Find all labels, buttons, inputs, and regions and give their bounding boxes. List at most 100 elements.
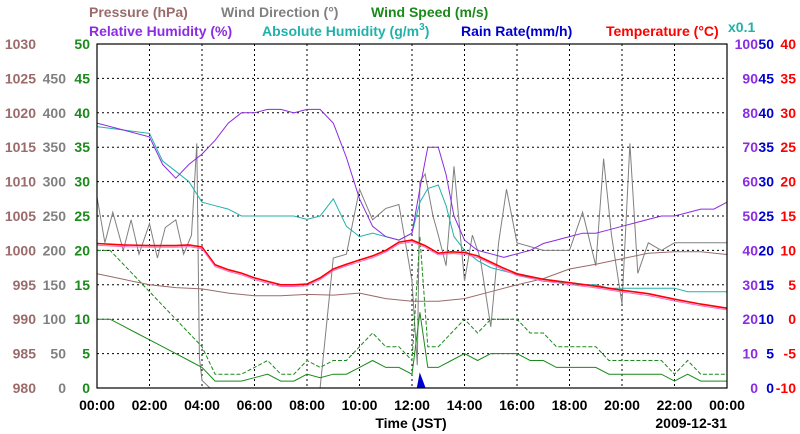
plot-frame (96, 43, 728, 389)
series-wind-speed (97, 312, 727, 382)
y-tick-pressure: 1010 (5, 174, 36, 190)
series-wind-dir (96, 143, 727, 389)
y-tick-wind-speed: 5 (82, 346, 90, 362)
plot-border (96, 43, 728, 389)
x-tick-label: 10:00 (342, 397, 378, 413)
y-tick-rain: 50 (758, 36, 774, 52)
date-label: 2009-12-31 (655, 415, 727, 431)
x-tick-label: 22:00 (657, 397, 693, 413)
y-tick-wind-speed: 0 (82, 380, 90, 396)
y-tick-pressure: 1015 (5, 139, 36, 155)
x-axis: 00:00 02:00 04:00 06:00 08:00 10:00 12:00 14:00… (79, 397, 745, 431)
y-tick-wind-dir: 350 (43, 139, 67, 155)
x-tick-label: 00:00 (79, 397, 115, 413)
y-tick-temp: 0 (788, 311, 796, 327)
y-tick-wind-dir: 250 (43, 208, 67, 224)
y-tick-temp: 40 (780, 36, 796, 52)
x-tick-label: 14:00 (447, 397, 483, 413)
y-tick-pressure: 1020 (5, 105, 36, 121)
y-tick-wind-dir: 300 (43, 174, 67, 190)
y-tick-pressure: 1025 (5, 70, 36, 86)
y-tick-rh: 0 (750, 380, 758, 396)
y-tick-pressure: 1005 (5, 208, 36, 224)
y-tick-rain: 35 (758, 139, 774, 155)
y-tick-temp: 30 (780, 105, 796, 121)
y-tick-wind-speed: 15 (74, 277, 90, 293)
legend-temp: Temperature (°C) (606, 23, 719, 39)
y-tick-temp: 5 (788, 277, 796, 293)
x-tick-label: 06:00 (237, 397, 273, 413)
y-tick-rain: 15 (758, 277, 774, 293)
y-tick-wind-dir: 400 (43, 105, 67, 121)
y-tick-rain: 5 (766, 346, 774, 362)
series-ah (96, 126, 727, 293)
x-tick-label: 00:00 (709, 397, 745, 413)
y-tick-pressure: 985 (13, 346, 37, 362)
y-tick-rh: 70 (742, 139, 758, 155)
y-tick-wind-speed: 35 (74, 139, 90, 155)
legend: Pressure (hPa) Wind Direction (°) Wind Spe… (89, 4, 755, 39)
legend-tail: ) (425, 23, 430, 39)
y-tick-pressure: 1030 (5, 36, 36, 52)
y-tick-temp: 25 (780, 139, 796, 155)
y-tick-pressure: 980 (13, 380, 37, 396)
y-tick-rain: 30 (758, 174, 774, 190)
legend-pressure: Pressure (hPa) (89, 4, 188, 20)
x-tick-label: 12:00 (394, 397, 430, 413)
y-tick-temp: -10 (776, 380, 796, 396)
x-axis-title: Time (JST) (375, 415, 446, 431)
legend-rh: Relative Humidity (%) (89, 23, 232, 39)
grid (97, 44, 727, 388)
legend-superscript: 3 (419, 22, 425, 33)
series-temp (96, 239, 728, 309)
legend-ah: Absolute Humidity (g/m3) (262, 22, 429, 39)
y-tick-wind-dir: 150 (43, 277, 67, 293)
y-tick-wind-dir: 450 (43, 70, 67, 86)
series-layer (96, 108, 728, 389)
y-tick-rh: 40 (742, 242, 758, 258)
x-tick-label: 16:00 (499, 397, 535, 413)
y-tick-wind-speed: 20 (74, 242, 90, 258)
y-tick-rain: 40 (758, 105, 774, 121)
y-tick-rh: 20 (742, 311, 758, 327)
y-tick-rain: 10 (758, 311, 774, 327)
y-tick-wind-dir: 50 (50, 346, 66, 362)
y-tick-temp: 20 (780, 174, 796, 190)
y-tick-rh: 90 (742, 70, 758, 86)
legend-rain: Rain Rate(mm/h) (461, 23, 572, 39)
y-tick-rh: 10 (742, 346, 758, 362)
y-tick-rain: 45 (758, 70, 774, 86)
y-tick-rain: 25 (758, 208, 774, 224)
series-pressure (96, 251, 728, 302)
y-tick-wind-dir: 100 (43, 311, 67, 327)
series-temp-alt (96, 241, 728, 311)
y-tick-rh: 30 (742, 277, 758, 293)
y-tick-wind-speed: 25 (74, 208, 90, 224)
legend-ah-scale-note: x0.1 (728, 19, 755, 35)
y-tick-temp: 10 (780, 242, 796, 258)
y-tick-wind-speed: 40 (74, 105, 90, 121)
y-tick-rain: 20 (758, 242, 774, 258)
y-tick-wind-dir: 0 (58, 380, 66, 396)
x-tick-label: 08:00 (289, 397, 325, 413)
y-tick-temp: -5 (784, 346, 797, 362)
y-tick-pressure: 990 (13, 311, 37, 327)
y-tick-rain: 0 (766, 380, 774, 396)
y-tick-wind-speed: 30 (74, 174, 90, 190)
series-wind-speed-gust (97, 236, 727, 375)
legend-wind-speed: Wind Speed (m/s) (371, 4, 488, 20)
y-tick-pressure: 1000 (5, 242, 36, 258)
y-tick-rh: 50 (742, 208, 758, 224)
x-tick-label: 04:00 (184, 397, 220, 413)
y-tick-pressure: 995 (13, 277, 37, 293)
y-axes: 1030102510201015101010051000995990985980… (5, 36, 796, 396)
y-tick-wind-speed: 50 (74, 36, 90, 52)
y-tick-wind-speed: 45 (74, 70, 90, 86)
y-tick-rh: 60 (742, 174, 758, 190)
x-tick-label: 18:00 (552, 397, 588, 413)
series-rh (96, 108, 728, 258)
legend-wind-dir: Wind Direction (°) (221, 4, 338, 20)
x-tick-label: 20:00 (604, 397, 640, 413)
y-tick-temp: 35 (780, 70, 796, 86)
